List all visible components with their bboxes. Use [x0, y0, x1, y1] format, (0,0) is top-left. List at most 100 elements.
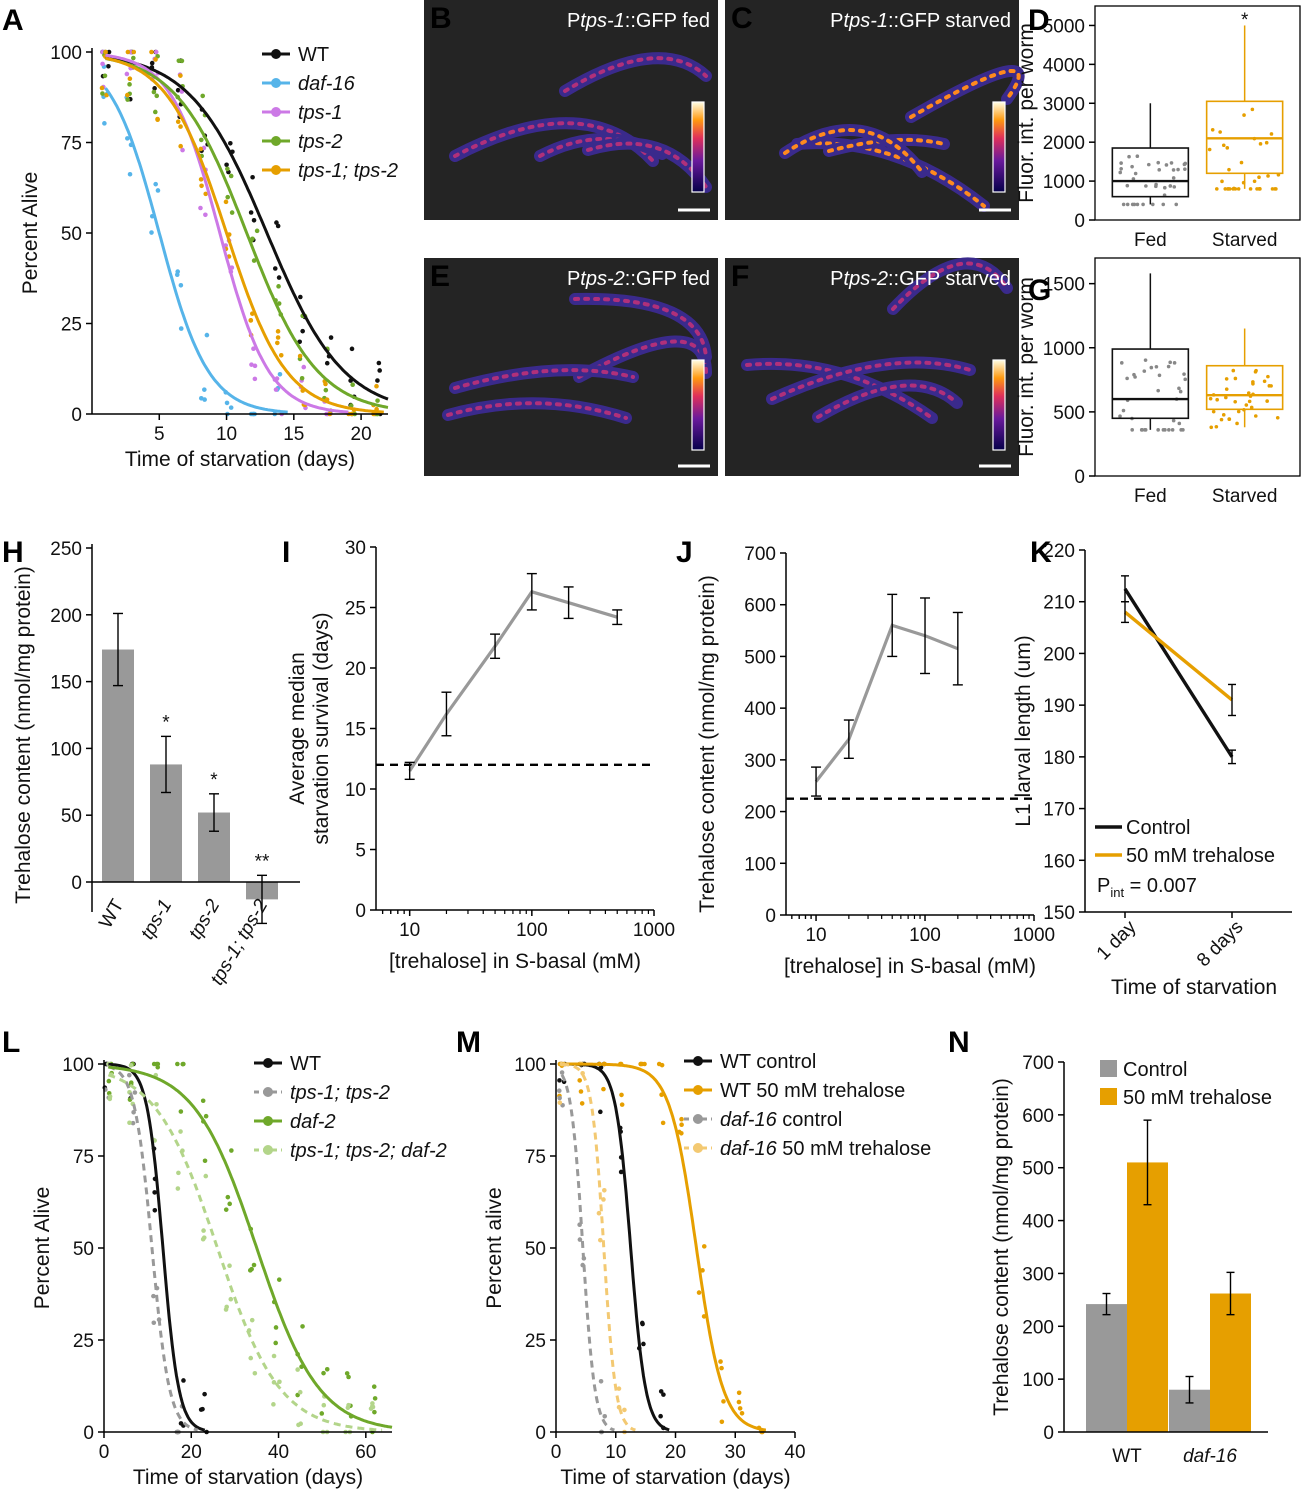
- survival-point: [198, 146, 204, 152]
- survival-point: [199, 137, 204, 143]
- panel-n-ytick-label: 100: [1022, 1370, 1054, 1391]
- survival-point: [202, 1158, 208, 1164]
- survival-point: [224, 400, 230, 406]
- survival-point: [275, 335, 281, 340]
- survival-point: [601, 1086, 606, 1092]
- panel-i-ytick-label: 15: [345, 720, 366, 741]
- box-point: [1169, 161, 1174, 165]
- survival-point: [252, 376, 258, 382]
- survival-point: [125, 92, 130, 98]
- survival-point: [721, 1399, 726, 1404]
- box-point: [1247, 399, 1252, 404]
- survival-point: [228, 173, 234, 179]
- survival-point: [201, 1228, 206, 1233]
- panel-l-xtick-label: 60: [355, 1442, 376, 1463]
- survival-point: [297, 339, 302, 345]
- survival-point: [151, 1320, 157, 1326]
- box-point: [1139, 428, 1144, 432]
- survival-point: [377, 368, 382, 373]
- box-point: [1227, 167, 1231, 172]
- survival-point: [126, 1072, 132, 1078]
- box-point: [1121, 202, 1126, 207]
- panel-k-ytick-label: 200: [1043, 644, 1075, 665]
- panel-a: 0 25 50 75 100 5 10 15 20 Time of starvation (day…: [19, 43, 398, 471]
- survival-curve-daf-16: [104, 87, 288, 414]
- micrograph-label: Ptps-2::GFP fed: [567, 268, 710, 290]
- survival-point: [642, 1061, 647, 1067]
- box-point: [1225, 146, 1230, 150]
- survival-point: [178, 282, 184, 288]
- box-point: [1119, 361, 1124, 365]
- box-point: [1143, 428, 1147, 432]
- survival-point: [251, 217, 257, 223]
- panel-label-c: C: [731, 2, 753, 35]
- box-point: [1168, 184, 1173, 188]
- survival-point: [346, 1402, 351, 1408]
- survival-point: [276, 284, 281, 289]
- panel-n-ytick-label: 400: [1022, 1212, 1054, 1233]
- survival-point: [200, 1406, 205, 1412]
- box-point: [1244, 403, 1249, 407]
- panel-k-category-label: 1 day: [1093, 916, 1141, 964]
- survival-point: [155, 188, 161, 193]
- panel-m-xtick-label: 20: [665, 1442, 686, 1463]
- survival-point: [660, 1120, 666, 1126]
- box-point: [1182, 372, 1186, 376]
- panel-i-xtick-label: 1000: [633, 920, 675, 941]
- survival-point: [321, 1370, 326, 1376]
- survival-point: [298, 294, 303, 300]
- survival-point: [107, 1096, 113, 1102]
- survival-point: [227, 1263, 232, 1268]
- box-point: [1156, 428, 1160, 432]
- survival-point: [376, 360, 382, 366]
- survival-point: [739, 1410, 745, 1416]
- worm-signal: [573, 296, 708, 359]
- survival-point: [179, 58, 185, 64]
- panel-a-ytick-label: 0: [71, 405, 82, 426]
- survival-point: [300, 1324, 305, 1329]
- box-point: [1156, 388, 1160, 393]
- box-point: [1162, 185, 1167, 190]
- survival-point: [149, 230, 154, 235]
- survival-point: [248, 318, 254, 323]
- survival-point: [175, 1186, 181, 1191]
- box-point: [1181, 428, 1185, 432]
- survival-point: [224, 162, 229, 168]
- box-point: [1214, 187, 1219, 191]
- box-point: [1135, 154, 1140, 159]
- box-point: [1183, 377, 1188, 382]
- panel-g-ytick-label: 0: [1074, 467, 1085, 488]
- survival-point: [223, 1307, 229, 1312]
- survival-point: [254, 228, 260, 234]
- p-interaction-label: Pint = 0.007: [1097, 875, 1197, 900]
- panel-l-xtick-label: 40: [268, 1442, 289, 1463]
- panel-d-ytick-label: 0: [1074, 211, 1085, 232]
- color-scale-bar: [691, 101, 705, 193]
- survival-point: [127, 1120, 132, 1126]
- survival-point: [153, 181, 158, 187]
- survival-point: [273, 1340, 278, 1346]
- panel-l-ytick-label: 100: [62, 1055, 94, 1076]
- survival-point: [618, 1169, 624, 1175]
- survival-point: [228, 405, 234, 410]
- panel-a-xlabel: Time of starvation (days): [125, 448, 355, 471]
- micrograph-background: [424, 0, 718, 220]
- survival-panel-labels: A L M: [2, 4, 481, 1059]
- panel-label-n: N: [948, 1026, 970, 1059]
- survival-point: [154, 1102, 159, 1107]
- box-point: [1246, 391, 1251, 395]
- box-point: [1130, 164, 1134, 169]
- survival-point: [700, 1268, 705, 1273]
- survival-point: [200, 93, 206, 99]
- panel-i-ylabel-2: starvation survival (days): [310, 612, 333, 844]
- bar-wt: [102, 649, 134, 882]
- legend-swatch: [1100, 1088, 1117, 1105]
- worm-signal: [909, 68, 1021, 119]
- survival-point: [203, 212, 208, 218]
- panel-m-xlabel: Time of starvation (days): [560, 1466, 790, 1489]
- panel-j: 0 100 200 300 400 500 600 700 10 100 1000 [trehalos…: [676, 536, 1055, 978]
- survival-point: [125, 97, 130, 102]
- legend-label: 50 mM trehalose: [1126, 845, 1275, 867]
- panel-label-j: J: [676, 536, 693, 569]
- panel-k-ytick-label: 160: [1043, 851, 1075, 872]
